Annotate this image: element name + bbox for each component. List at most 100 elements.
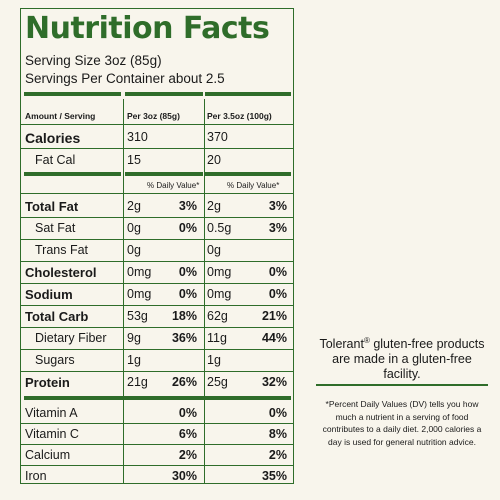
heavy-bar-col1: [125, 172, 203, 176]
nutrient-row: Cholesterol 0mg 0% 0mg 0%: [21, 262, 293, 282]
nutrient-amount-col1: 0mg: [127, 265, 152, 279]
nutrient-amount-col2: 1g: [207, 353, 221, 367]
nutrient-percent-col2: 3%: [268, 199, 287, 213]
separator: [21, 148, 293, 149]
vitamin-row: Iron 30% 35%: [21, 466, 293, 486]
vitamin-label: Vitamin C: [25, 427, 79, 441]
fat-cal-row: Fat Cal 15 20: [21, 150, 293, 170]
nutrient-percent-col1: 36%: [171, 331, 197, 345]
calories-row: Calories 310 370: [21, 127, 293, 147]
nutrient-amount-col1: 0g: [127, 221, 141, 235]
column-divider: [204, 99, 205, 484]
fat-cal-label: Fat Cal: [35, 153, 76, 167]
separator: [21, 444, 293, 445]
nutrient-row: Trans Fat 0g 0g: [21, 240, 293, 260]
separator: [21, 423, 293, 424]
gluten-free-note: Tolerant® gluten-free products are made …: [318, 333, 486, 382]
separator: [21, 283, 293, 284]
vitamin-percent-col2: 2%: [268, 448, 287, 462]
nutrient-amount-col1: 21g: [127, 375, 148, 389]
heavy-bar-vitamins: [24, 396, 291, 400]
vitamin-row: Vitamin C 6% 8%: [21, 424, 293, 444]
nutrient-amount-col2: 0.5g: [207, 221, 232, 235]
nutrient-row: Dietary Fiber 9g 36% 11g 44%: [21, 328, 293, 348]
nutrient-amount-col1: 1g: [127, 353, 141, 367]
nutrient-percent-col1: 0%: [178, 221, 197, 235]
nutrient-label: Sat Fat: [35, 221, 76, 235]
nutrient-amount-col2: 62g: [207, 309, 228, 323]
calories-col2: 370: [207, 130, 228, 144]
nutrient-label: Total Fat: [25, 199, 79, 214]
separator: [21, 124, 293, 125]
serving-size: Serving Size 3oz (85g): [25, 53, 162, 68]
registered-mark: ®: [363, 336, 370, 345]
nutrient-label: Sodium: [25, 287, 73, 302]
nutrient-label: Total Carb: [25, 309, 89, 324]
nutrient-amount-col1: 2g: [127, 199, 141, 213]
separator: [21, 239, 293, 240]
heavy-bar-left: [24, 172, 121, 176]
nutrient-amount-col2: 11g: [207, 331, 227, 345]
nutrient-amount-col2: 0mg: [207, 287, 232, 301]
separator: [21, 217, 293, 218]
fat-cal-col1: 15: [127, 153, 141, 167]
servings-per-container: Servings Per Container about 2.5: [25, 71, 225, 86]
separator: [21, 305, 293, 306]
column-divider: [123, 99, 124, 484]
nutrient-percent-col1: 3%: [178, 199, 197, 213]
nutrient-percent-col1: 0%: [178, 287, 197, 301]
nutrition-facts-title: Nutrition Facts: [25, 11, 270, 46]
vitamin-percent-col1: 2%: [178, 448, 197, 462]
separator: [21, 327, 293, 328]
nutrient-percent-col1: 0%: [178, 265, 197, 279]
nutrient-percent-col2: 21%: [261, 309, 287, 323]
nutrient-amount-col2: 0g: [207, 243, 221, 257]
vitamin-label: Iron: [25, 469, 47, 483]
heavy-bar-left: [24, 92, 121, 96]
vitamin-percent-col1: 6%: [178, 427, 197, 441]
gluten-free-text: gluten-free products are made in a glute…: [332, 337, 485, 382]
separator: [21, 371, 293, 372]
nutrient-amount-col2: 2g: [207, 199, 221, 213]
separator: [21, 349, 293, 350]
fat-cal-col2: 20: [207, 153, 221, 167]
nutrient-amount-col1: 0g: [127, 243, 141, 257]
nutrient-amount-col1: 0mg: [127, 287, 152, 301]
daily-value-header-col1: % Daily Value*: [147, 181, 200, 190]
nutrient-percent-col2: 32%: [261, 375, 287, 389]
nutrient-row: Total Fat 2g 3% 2g 3%: [21, 196, 293, 216]
nutrient-label: Protein: [25, 375, 70, 390]
calories-label: Calories: [25, 130, 81, 146]
nutrition-facts-panel: Nutrition Facts Serving Size 3oz (85g) S…: [20, 8, 294, 484]
nutrient-row: Sugars 1g 1g: [21, 350, 293, 370]
separator: [21, 465, 293, 466]
vitamin-row: Calcium 2% 2%: [21, 445, 293, 465]
vitamin-label: Vitamin A: [25, 406, 78, 420]
nutrient-percent-col2: 0%: [268, 287, 287, 301]
nutrient-row: Total Carb 53g 18% 62g 21%: [21, 306, 293, 326]
vitamin-label: Calcium: [25, 448, 71, 462]
nutrient-label: Dietary Fiber: [35, 331, 107, 345]
vitamin-percent-col2: 8%: [268, 427, 287, 441]
side-divider: [316, 384, 488, 386]
vitamin-percent-col1: 0%: [178, 406, 197, 420]
heavy-bar-col2: [205, 172, 291, 176]
calories-col1: 310: [127, 130, 148, 144]
daily-value-header-col2: % Daily Value*: [227, 181, 280, 190]
nutrient-row: Sodium 0mg 0% 0mg 0%: [21, 284, 293, 304]
nutrient-row: Protein 21g 26% 25g 32%: [21, 372, 293, 392]
nutrient-label: Sugars: [35, 353, 75, 367]
amount-header: Amount / Serving: [25, 111, 96, 121]
heavy-bar-col2: [205, 92, 291, 96]
nutrient-label: Cholesterol: [25, 265, 97, 280]
nutrient-amount-col2: 0mg: [207, 265, 232, 279]
nutrient-percent-col2: 44%: [261, 331, 287, 345]
nutrient-percent-col1: 18%: [171, 309, 197, 323]
nutrient-percent-col2: 0%: [268, 265, 287, 279]
nutrient-row: Sat Fat 0g 0% 0.5g 3%: [21, 218, 293, 238]
nutrient-amount-col1: 9g: [127, 331, 141, 345]
nutrient-percent-col1: 26%: [171, 375, 197, 389]
nutrient-amount-col2: 25g: [207, 375, 228, 389]
brand-name: Tolerant: [319, 337, 364, 352]
nutrient-label: Trans Fat: [35, 243, 89, 257]
